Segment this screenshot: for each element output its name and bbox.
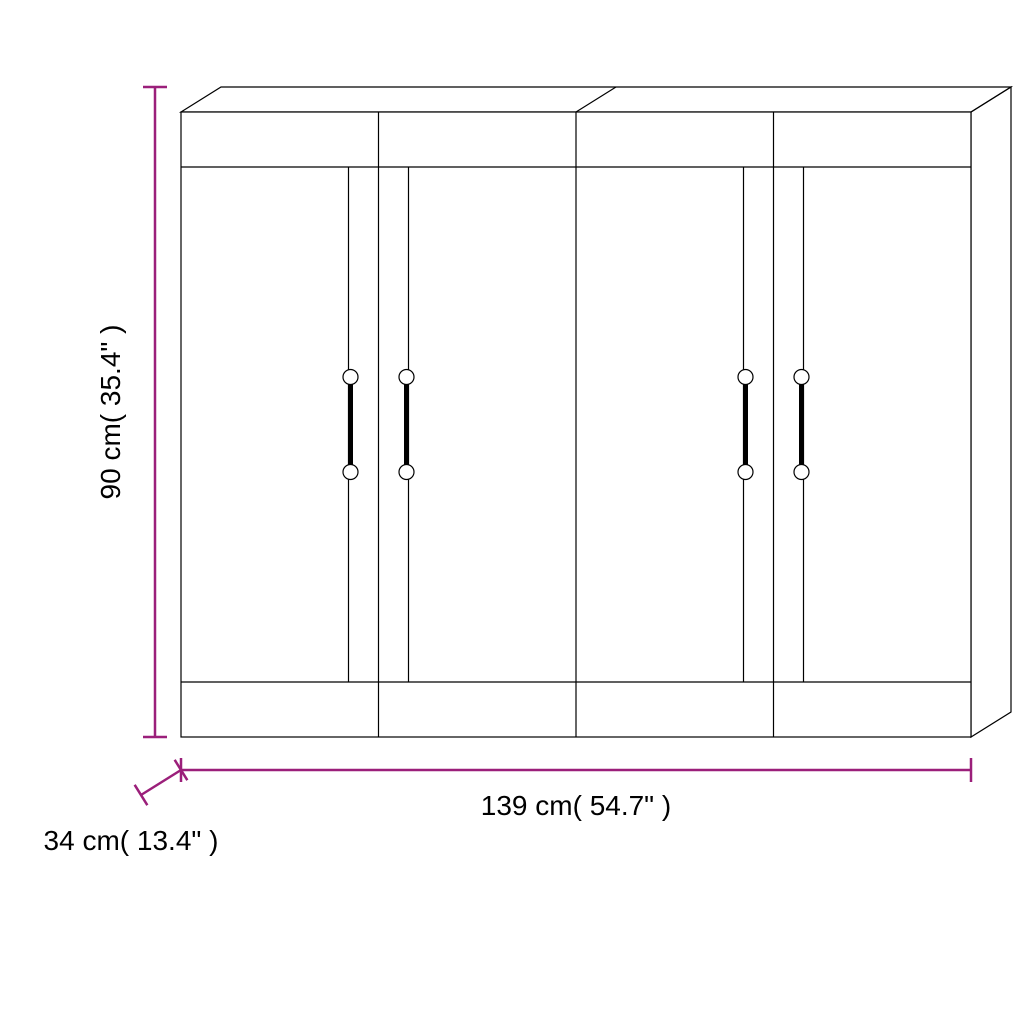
- dimension-diagram: 90 cm( 35.4" ) 139 cm( 54.7" ) 34 cm( 13.4…: [0, 0, 1024, 1024]
- dim-depth-label: 34 cm( 13.4" ): [44, 825, 219, 856]
- dim-depth-tick: [135, 785, 148, 805]
- side-face: [971, 87, 1011, 737]
- dim-width-label: 139 cm( 54.7" ): [481, 790, 671, 821]
- dim-height-label: 90 cm( 35.4" ): [95, 325, 126, 500]
- top-mid-divider: [576, 87, 616, 112]
- dim-depth-line: [141, 770, 181, 795]
